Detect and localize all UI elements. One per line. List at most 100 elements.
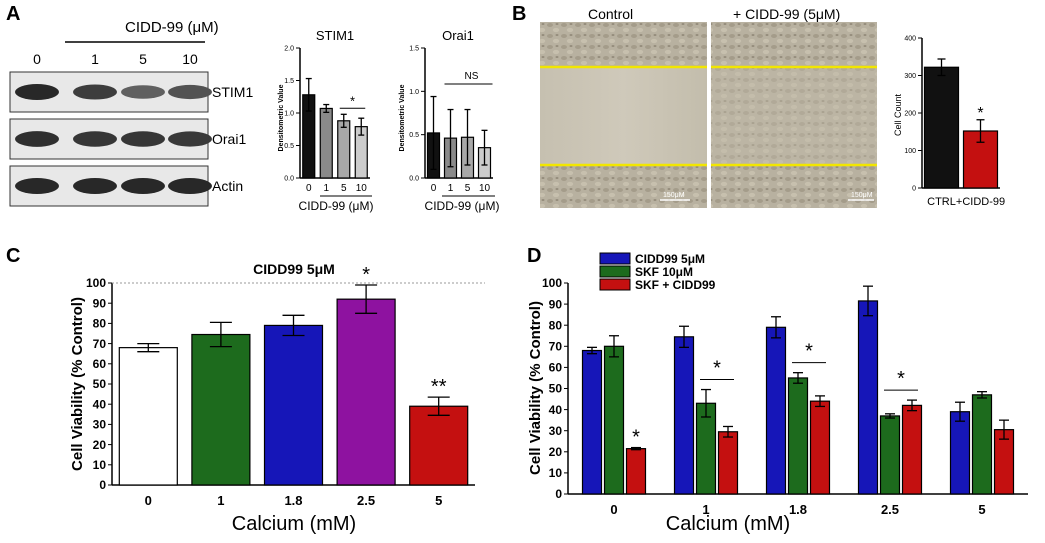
blot-band: [15, 84, 59, 100]
bar: [923, 66, 960, 189]
bar: [809, 400, 831, 495]
x-tick-label: 1: [448, 183, 454, 194]
legend-label: SKF 10μM: [635, 265, 693, 279]
y-tick-label: 80: [93, 317, 107, 331]
cell-viability-chart-c: 0 10 20 30 40 50 60 70 80 90 100 0 1 1.8 2.5 5 CIDD99 5μ…: [69, 261, 485, 535]
western-blot: STIM1 Orai1 Actin: [9, 71, 253, 207]
significance-marker: *: [805, 341, 813, 363]
panel-letter-c: C: [6, 245, 20, 267]
bar: [787, 377, 809, 495]
chart-title: STIM1: [316, 28, 354, 43]
y-tick-label: 1.5: [409, 45, 419, 52]
blot-row-label: Orai1: [212, 131, 246, 147]
y-tick-label: 1.0: [409, 89, 419, 96]
y-tick-label: 20: [549, 445, 563, 459]
image-label-control: Control: [588, 6, 633, 22]
legend-swatch: [599, 278, 631, 291]
y-tick-label: 0: [555, 487, 562, 501]
y-tick-label: 1.5: [284, 78, 294, 85]
blot-band: [121, 85, 165, 99]
y-tick-label: 40: [93, 397, 107, 411]
y-tick-label: 300: [904, 73, 916, 80]
bar: [879, 415, 901, 495]
y-axis-label: Densitometric Value: [399, 84, 406, 151]
blot-band: [168, 131, 212, 147]
x-tick-label: 2.5: [357, 493, 375, 508]
significance-marker: *: [713, 358, 721, 380]
stim1-bar-chart: 0.0 0.5 1.0 1.5 2.0 0 1 5 10 STIM1 Densitometric V…: [278, 28, 373, 213]
y-tick-label: 10: [93, 458, 107, 472]
x-tick-label: 5: [341, 183, 347, 194]
bar: [191, 333, 251, 486]
y-tick-label: 30: [549, 424, 563, 438]
bar: [971, 394, 993, 495]
x-tick-label: 10: [356, 183, 368, 194]
bar: [336, 298, 396, 486]
x-axis-label: CIDD-99 (μM): [425, 199, 500, 213]
x-tick-label: 1.8: [284, 493, 302, 508]
y-tick-label: 50: [549, 382, 563, 396]
panel-letter-d: D: [527, 245, 541, 267]
blot-lane-label: 1: [91, 51, 99, 67]
bar: [409, 405, 469, 486]
x-tick-label: +CIDD-99: [956, 196, 1005, 208]
chart-title: Orai1: [442, 28, 474, 43]
y-tick-label: 400: [904, 35, 916, 42]
legend-swatch: [599, 252, 631, 265]
x-tick-label: 10: [479, 183, 491, 194]
y-tick-label: 0.5: [284, 143, 294, 150]
y-tick-label: 200: [904, 110, 916, 117]
bar: [765, 326, 787, 495]
y-tick-label: 60: [549, 361, 563, 375]
y-tick-label: 1.0: [284, 110, 294, 117]
scale-bar-label-control: 150μM: [663, 192, 685, 199]
blot-row-label: Actin: [212, 178, 243, 194]
orai1-bar-chart: 0.0 0.5 1.0 1.5 0 1 5 10 Orai1 Densitometric Valu…: [399, 28, 499, 213]
x-axis-label: Calcium (mM): [232, 513, 356, 535]
blot-band: [15, 178, 59, 194]
blot-band: [15, 131, 59, 147]
x-axis-label: CIDD-99 (μM): [299, 199, 374, 213]
y-tick-label: 90: [549, 297, 563, 311]
y-tick-label: 2.0: [284, 45, 294, 52]
y-tick-label: 0: [912, 185, 916, 192]
blot-band: [168, 84, 212, 100]
significance-marker: *: [897, 368, 905, 390]
y-axis-label: Cell Count: [893, 93, 903, 136]
x-tick-label: 5: [435, 493, 442, 508]
y-axis-label: Densitometric Value: [278, 84, 285, 151]
significance-marker: *: [977, 105, 983, 122]
scratch-image-control: 150μM: [540, 22, 707, 208]
bar: [717, 431, 739, 495]
significance-marker: NS: [465, 71, 479, 82]
blot-band: [73, 84, 117, 100]
significance-marker: *: [350, 93, 355, 108]
panel-letter-b: B: [512, 3, 526, 25]
y-tick-label: 50: [93, 377, 107, 391]
bar: [319, 107, 333, 179]
x-tick-label: 1: [702, 502, 709, 517]
bar: [901, 404, 923, 495]
blot-lane-label: 10: [182, 51, 198, 67]
y-tick-label: 100: [86, 276, 106, 290]
x-tick-label: 0: [431, 183, 437, 194]
scale-bar-label-treated: 150μM: [851, 192, 873, 199]
y-tick-label: 0.0: [284, 175, 294, 182]
blot-band: [168, 178, 212, 194]
legend-label: SKF + CIDD99: [635, 278, 716, 292]
y-tick-label: 10: [549, 466, 563, 480]
y-tick-label: 70: [93, 337, 107, 351]
bar: [603, 345, 625, 495]
y-tick-label: 100: [904, 148, 916, 155]
bar: [857, 300, 879, 495]
bar: [625, 448, 647, 495]
blot-band: [121, 131, 165, 147]
blot-lane-label: 5: [139, 51, 147, 67]
x-tick-label: 0: [306, 183, 312, 194]
image-label-treated: + CIDD-99 (5μM): [733, 6, 840, 22]
x-tick-label: 5: [978, 502, 985, 517]
significance-marker: *: [362, 264, 370, 286]
x-tick-label: 0: [145, 493, 152, 508]
scratch-image-treated: 150μM: [711, 22, 877, 208]
bar: [581, 349, 603, 495]
